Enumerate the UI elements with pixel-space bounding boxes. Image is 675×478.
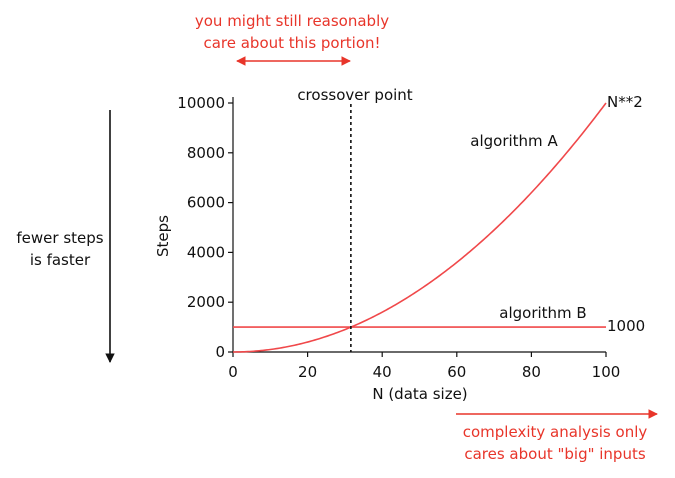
- y-ticks: 0 2000 4000 6000 8000 10000: [177, 94, 233, 361]
- top-note-line1: you might still reasonably: [195, 12, 389, 30]
- top-note-line2: care about this portion!: [203, 34, 380, 52]
- x-tick-label: 40: [373, 363, 392, 381]
- x-tick-label: 80: [522, 363, 541, 381]
- series-a-line: [232, 102, 607, 353]
- x-tick-label: 0: [228, 363, 238, 381]
- series-b-label: algorithm B: [499, 304, 586, 322]
- bottom-note-line2: cares about "big" inputs: [464, 445, 645, 463]
- y-tick-label: 8000: [187, 144, 225, 162]
- x-tick-label: 100: [592, 363, 621, 381]
- y-tick-label: 4000: [187, 243, 225, 261]
- y-tick-label: 2000: [187, 293, 225, 311]
- crossover-label: crossover point: [297, 86, 412, 104]
- left-note-line1: fewer steps: [16, 229, 103, 247]
- x-tick-label: 20: [298, 363, 317, 381]
- y-tick-label: 6000: [187, 194, 225, 212]
- chart-marks: [232, 102, 607, 353]
- y-axis-label: Steps: [154, 215, 172, 257]
- x-tick-label: 60: [447, 363, 466, 381]
- x-axis-label: N (data size): [372, 385, 467, 403]
- series-b-end-label: 1000: [607, 317, 645, 335]
- left-note-line2: is faster: [30, 251, 91, 269]
- y-tick-label: 10000: [177, 94, 225, 112]
- y-tick-label: 0: [215, 343, 225, 361]
- bottom-note-line1: complexity analysis only: [463, 423, 648, 441]
- x-ticks: 0 20 40 60 80 100: [228, 352, 620, 381]
- series-a-end-label: N**2: [607, 93, 643, 111]
- series-a-label: algorithm A: [470, 132, 558, 150]
